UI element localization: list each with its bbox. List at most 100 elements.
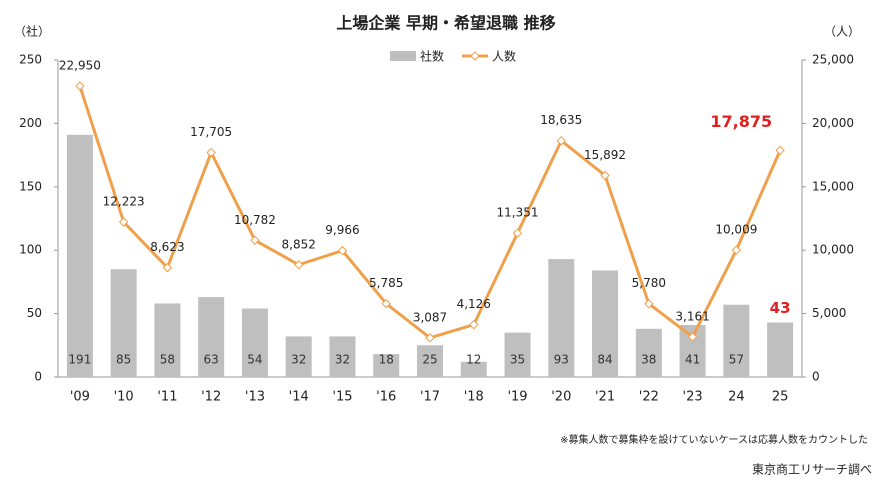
line-marker [250,235,260,245]
line-marker [469,319,479,330]
bar [767,322,794,377]
x-tick-label: '16 [376,390,396,405]
x-tick-label: '20 [551,390,571,405]
bar-value-label: 84 [597,353,612,367]
legend-label: 人数 [492,49,516,64]
x-tick-label: '23 [683,390,703,405]
bar-value-label: 35 [510,353,525,367]
x-tick-label: 25 [772,390,789,405]
bar [198,297,225,377]
line-marker [687,332,698,342]
line-value-label: 17,875 [710,112,772,131]
source: 東京商工リサーチ調べ [752,462,872,477]
x-tick-label: '22 [639,390,659,405]
line-marker [556,136,567,146]
x-tick-label: '18 [464,390,484,405]
bar [460,361,487,377]
line-marker [644,299,654,309]
bar [66,134,93,377]
y2-tick-label: 25,000 [812,53,854,67]
y-unit: （社） [14,24,50,39]
x-tick-label: '15 [332,390,352,405]
bar-value-label: 38 [641,353,656,367]
line-marker [600,170,610,181]
line-value-label: 22,950 [59,58,101,72]
line-marker [381,298,391,309]
line-value-label: 5,780 [632,276,666,290]
bar-value-label: 85 [116,353,131,367]
bar-value-label: 32 [291,353,306,367]
bar [285,336,312,377]
bar-value-label: 93 [554,353,569,367]
x-tick-label: '17 [420,390,440,405]
y-tick-label: 100 [19,243,42,257]
line-value-label: 18,635 [540,113,582,127]
line-value-label: 8,852 [282,237,316,251]
y-tick-label: 50 [27,306,42,320]
y2-tick-label: 0 [812,370,820,384]
line-value-label: 15,892 [584,148,626,162]
x-tick-label: '11 [157,390,177,405]
line-marker [118,217,129,227]
y2-tick-label: 15,000 [812,179,854,193]
bar-value-label: 25 [422,353,437,367]
x-tick-label: '10 [114,390,134,405]
line-marker [425,333,435,343]
line-marker [75,81,85,91]
bar [548,259,575,377]
bar-value-label: 191 [68,353,91,367]
bar-value-label: 32 [335,353,350,367]
legend-swatch [470,51,480,61]
line-value-label: 5,785 [369,276,403,290]
line-marker [337,245,348,256]
line-value-label: 17,705 [190,125,232,139]
bar-value-label: 12 [466,353,481,367]
x-tick-label: 24 [728,390,745,405]
chart-title: 上場企業 早期・希望退職 推移 [336,14,555,33]
bar [635,328,662,377]
bar-value-label: 43 [770,299,791,317]
y-tick-label: 0 [34,370,42,384]
line-marker [206,147,216,158]
y2-tick-label: 10,000 [812,243,854,257]
line-marker [293,260,304,270]
y2-tick-label: 20,000 [812,116,854,130]
bar [504,332,531,377]
line-value-label: 4,126 [457,297,491,311]
y-tick-label: 150 [19,179,42,193]
line-value-label: 8,623 [150,240,184,254]
x-tick-label: '19 [507,390,527,405]
line-value-label: 10,009 [715,223,757,237]
line [78,85,782,340]
y-tick-label: 200 [19,116,42,130]
bar [592,270,619,377]
legend-label: 社数 [420,49,444,64]
bar [241,308,268,377]
line-value-label: 11,351 [497,206,539,220]
bar-value-label: 41 [685,353,700,367]
line-value-label: 3,087 [413,310,447,324]
y-tick-label: 250 [19,53,42,67]
y2-unit: （人） [824,25,860,39]
x-tick-label: '21 [595,390,615,405]
line-value-label: 10,782 [234,213,276,227]
bar-value-label: 18 [379,353,394,367]
bar [329,336,356,377]
y2-tick-label: 5,000 [812,306,846,320]
x-tick-label: '12 [201,390,221,405]
bar [110,269,137,377]
x-tick-label: '09 [70,390,90,405]
bar [723,304,750,377]
legend-swatch [390,51,416,61]
line-value-label: 12,223 [103,195,145,209]
x-tick-label: '13 [245,390,265,405]
line-marker [731,245,742,255]
bar-value-label: 54 [247,353,262,367]
note: ※募集人数で募集枠を設けていないケースは応募人数をカウントした [560,433,868,446]
bar [417,345,443,377]
line-marker [162,262,173,273]
bar-value-label: 57 [729,353,744,367]
bar-value-label: 58 [160,353,175,367]
